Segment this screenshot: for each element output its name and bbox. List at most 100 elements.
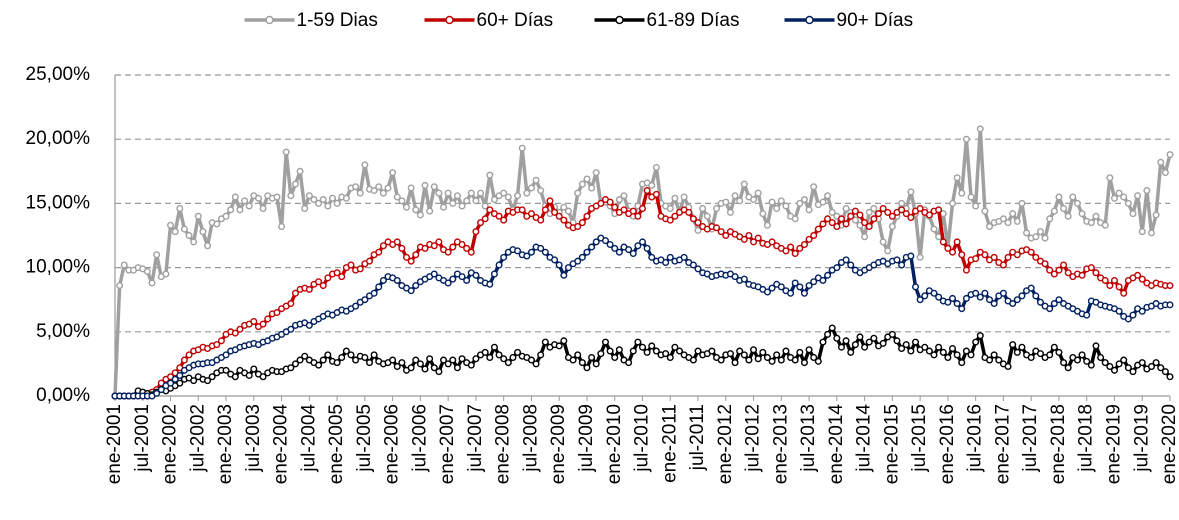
- data-point: [296, 356, 304, 364]
- data-point: [523, 189, 531, 197]
- data-point: [569, 356, 577, 364]
- data-point: [449, 356, 457, 364]
- data-point: [597, 350, 605, 358]
- data-point: [791, 249, 799, 257]
- data-point: [527, 356, 535, 364]
- data-point: [907, 252, 915, 260]
- data-point: [564, 264, 572, 272]
- data-point: [458, 240, 466, 248]
- data-point: [546, 197, 554, 205]
- data-point: [763, 221, 771, 229]
- data-point: [754, 189, 762, 197]
- data-point: [671, 194, 679, 202]
- data-point: [1041, 234, 1049, 242]
- x-tick-label: ene-2012: [715, 404, 736, 484]
- data-point: [490, 196, 498, 204]
- data-point: [217, 337, 225, 345]
- data-point: [800, 359, 808, 367]
- y-tick-label: 0,00%: [36, 385, 90, 406]
- data-point: [888, 212, 896, 220]
- data-point: [398, 359, 406, 367]
- data-point: [736, 347, 744, 355]
- data-point: [625, 359, 633, 367]
- data-point: [680, 253, 688, 261]
- data-point: [805, 346, 813, 354]
- data-point: [800, 196, 808, 204]
- data-point: [689, 215, 697, 223]
- data-point: [463, 244, 471, 252]
- data-point: [204, 377, 212, 385]
- data-point: [629, 347, 637, 355]
- data-point: [990, 253, 998, 261]
- data-point: [898, 261, 906, 269]
- data-point: [430, 183, 438, 191]
- data-point: [726, 350, 734, 358]
- data-point: [717, 228, 725, 236]
- data-point: [995, 356, 1003, 364]
- data-point: [759, 210, 767, 218]
- data-point: [912, 338, 920, 346]
- data-point: [1092, 269, 1100, 277]
- data-point: [629, 249, 637, 257]
- data-point: [791, 279, 799, 287]
- data-point: [842, 256, 850, 264]
- data-point: [740, 275, 748, 283]
- data-point: [578, 219, 586, 227]
- data-point: [412, 251, 420, 259]
- data-point: [328, 194, 336, 202]
- data-point: [722, 198, 730, 206]
- data-point: [310, 196, 318, 204]
- data-point: [389, 356, 397, 364]
- data-point: [1152, 211, 1160, 219]
- x-tick-label: jul-2017: [1020, 404, 1041, 473]
- data-point: [1106, 174, 1114, 182]
- data-point: [278, 223, 286, 231]
- data-point: [250, 318, 258, 326]
- data-point: [759, 348, 767, 356]
- data-point: [467, 361, 475, 369]
- data-point: [685, 208, 693, 216]
- data-point: [694, 226, 702, 234]
- data-point: [440, 203, 448, 211]
- data-point: [930, 351, 938, 359]
- data-point: [1060, 359, 1068, 367]
- data-point: [1073, 356, 1081, 364]
- data-point: [153, 251, 161, 259]
- data-point: [874, 210, 882, 218]
- data-point: [1138, 307, 1146, 315]
- data-point: [1134, 192, 1142, 200]
- data-point: [537, 187, 545, 195]
- data-point: [583, 364, 591, 372]
- data-point: [514, 348, 522, 356]
- data-point: [324, 351, 332, 359]
- data-point: [740, 351, 748, 359]
- data-point: [315, 199, 323, 207]
- data-point: [1013, 251, 1021, 259]
- x-tick-label: jul-2019: [1131, 404, 1152, 473]
- data-point: [652, 190, 660, 198]
- data-point: [810, 278, 818, 286]
- data-point: [574, 351, 582, 359]
- data-point: [407, 287, 415, 295]
- data-point: [157, 386, 165, 394]
- data-point: [291, 289, 299, 297]
- data-point: [1009, 300, 1017, 308]
- data-point: [551, 256, 559, 264]
- data-point: [1166, 151, 1174, 159]
- data-point: [500, 355, 508, 363]
- data-point: [1073, 199, 1081, 207]
- data-point: [861, 343, 869, 351]
- data-point: [902, 341, 910, 349]
- data-point: [444, 189, 452, 197]
- data-point: [190, 377, 198, 385]
- data-point: [1027, 353, 1035, 361]
- data-point: [958, 359, 966, 367]
- data-point: [338, 353, 346, 361]
- data-point: [953, 351, 961, 359]
- data-point: [944, 298, 952, 306]
- data-point: [407, 184, 415, 192]
- data-point: [643, 244, 651, 252]
- data-point: [435, 189, 443, 197]
- data-point: [1087, 219, 1095, 227]
- data-point: [611, 203, 619, 211]
